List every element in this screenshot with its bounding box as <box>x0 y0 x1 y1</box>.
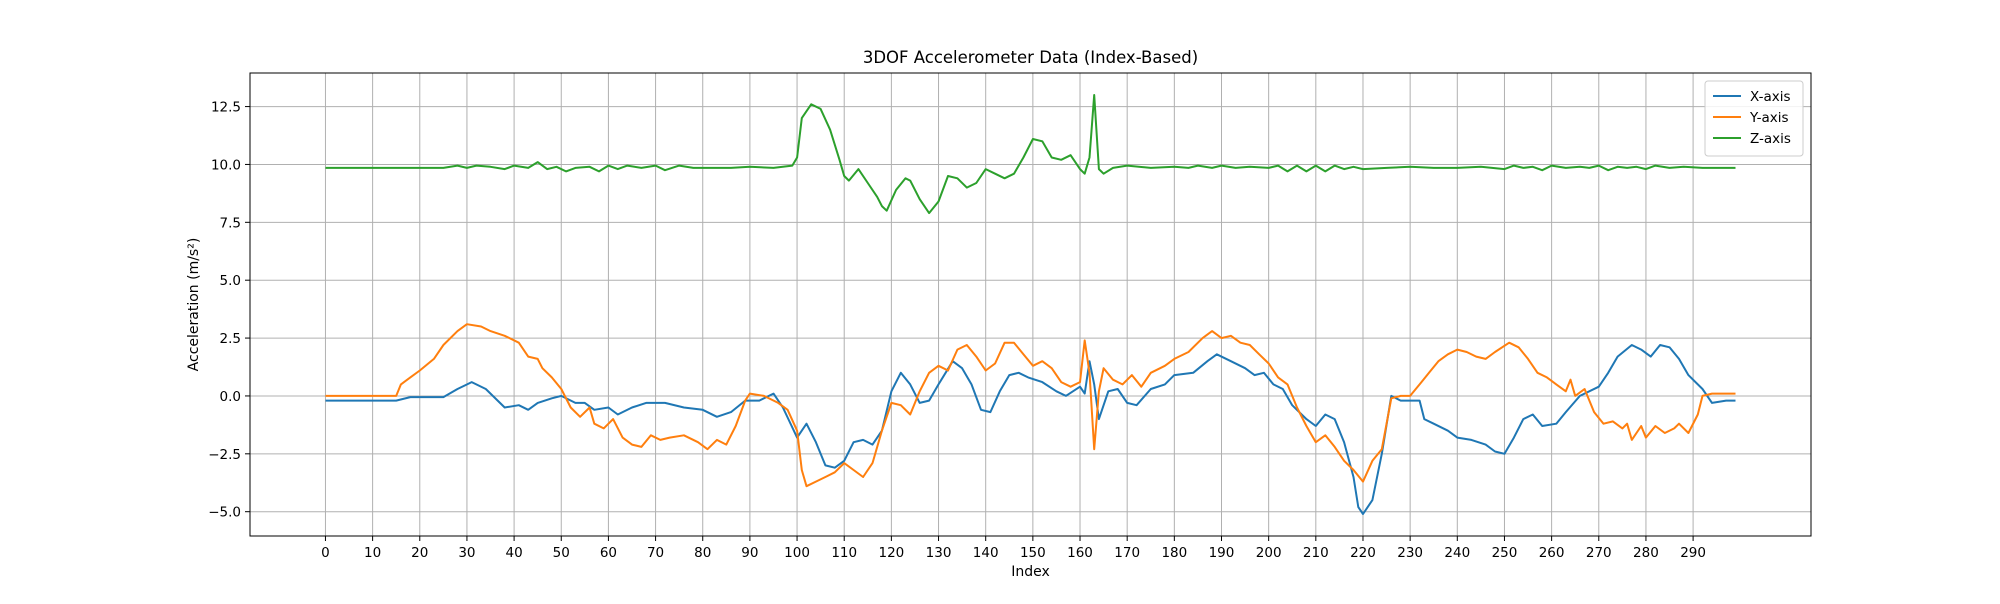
x-tick-label: 140 <box>973 545 999 561</box>
x-tick-label: 260 <box>1539 545 1565 561</box>
series-line-z-axis <box>325 94 1736 215</box>
plot-frame <box>249 72 1812 537</box>
x-tick-label: 100 <box>784 545 810 561</box>
tick-layer: 0 10 20 30 40 50 60 70 80 90 100 110 120 130 140 150 160… <box>208 100 1706 561</box>
x-tick-label: 0 <box>321 545 330 561</box>
x-tick-label: 180 <box>1161 545 1187 561</box>
x-tick-label: 200 <box>1256 545 1282 561</box>
y-tick-label: 12.5 <box>211 100 241 116</box>
x-tick-label: 170 <box>1114 545 1140 561</box>
x-tick-label: 80 <box>694 545 711 561</box>
legend-label: X-axis <box>1750 89 1791 105</box>
y-tick-label: 5.0 <box>220 273 241 289</box>
x-tick-label: 290 <box>1680 545 1706 561</box>
x-tick-label: 220 <box>1350 545 1376 561</box>
x-tick-label: 60 <box>600 545 617 561</box>
legend-label: Y-axis <box>1749 110 1789 126</box>
series-line-y-axis <box>325 323 1736 488</box>
y-tick-label: −2.5 <box>208 447 241 463</box>
x-tick-label: 10 <box>364 545 381 561</box>
y-tick-label: 7.5 <box>220 215 241 231</box>
x-tick-label: 160 <box>1067 545 1093 561</box>
x-tick-label: 90 <box>741 545 758 561</box>
legend: X-axis Y-axis Z-axis <box>1704 80 1804 157</box>
x-tick-label: 240 <box>1444 545 1470 561</box>
x-tick-label: 50 <box>553 545 570 561</box>
x-tick-label: 130 <box>926 545 952 561</box>
x-tick-label: 70 <box>647 545 664 561</box>
y-tick-label: 0.0 <box>220 389 241 405</box>
y-tick-label: 10.0 <box>211 157 241 173</box>
legend-label: Z-axis <box>1750 131 1791 147</box>
x-tick-label: 20 <box>411 545 428 561</box>
x-tick-label: 120 <box>878 545 904 561</box>
x-tick-label: 270 <box>1586 545 1612 561</box>
x-tick-label: 230 <box>1397 545 1423 561</box>
x-tick-label: 150 <box>1020 545 1046 561</box>
y-tick-label: −5.0 <box>208 505 241 521</box>
x-tick-label: 280 <box>1633 545 1659 561</box>
x-tick-label: 210 <box>1303 545 1329 561</box>
chart-title: 3DOF Accelerometer Data (Index-Based) <box>863 48 1198 67</box>
series-line-x-axis <box>325 344 1736 515</box>
x-tick-label: 40 <box>506 545 523 561</box>
series-layer <box>325 94 1736 515</box>
x-tick-label: 110 <box>831 545 857 561</box>
x-axis-label: Index <box>1011 564 1050 580</box>
y-axis-label: Acceleration (m/s²) <box>186 238 202 372</box>
y-tick-label: 2.5 <box>220 331 241 347</box>
x-tick-label: 250 <box>1492 545 1518 561</box>
x-tick-label: 190 <box>1209 545 1235 561</box>
grid-layer <box>250 73 1811 536</box>
x-tick-label: 30 <box>458 545 475 561</box>
